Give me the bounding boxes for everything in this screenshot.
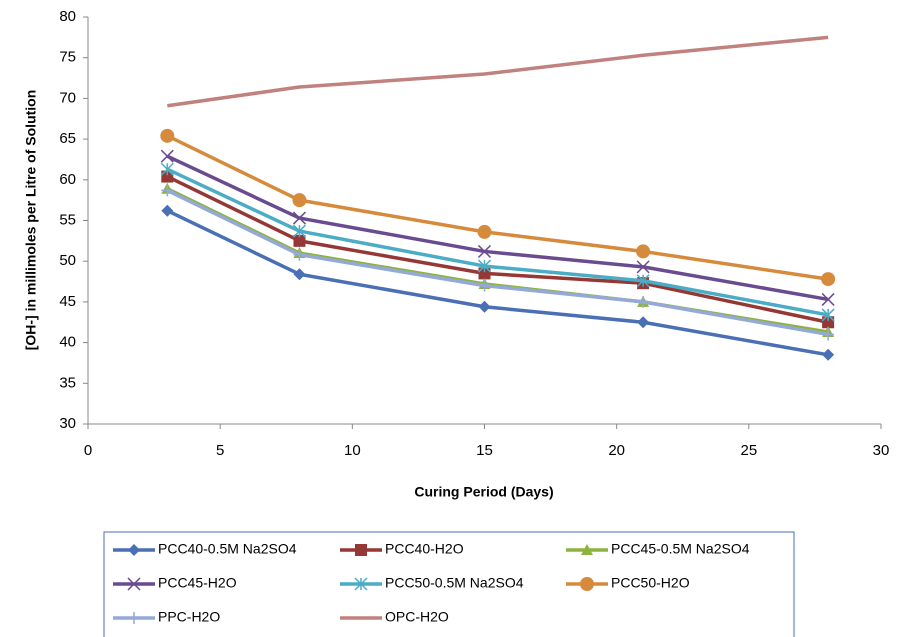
y-tick-label: 70 [59, 89, 76, 106]
series-line [166, 167, 829, 317]
marker [636, 244, 651, 259]
legend-label: PCC40-0.5M Na2SO4 [158, 541, 297, 557]
legend-box [103, 531, 795, 637]
y-axis-title: [OH-] in millimoles per Litre of Solutio… [23, 90, 39, 351]
legend-marker [580, 577, 594, 591]
marker [293, 248, 306, 261]
x-tick-label: 25 [740, 442, 757, 459]
series-line [166, 187, 829, 334]
legend-label: PCC45-0.5M Na2SO4 [611, 541, 750, 557]
marker [478, 267, 491, 280]
y-tick-label: 60 [59, 171, 76, 188]
marker [636, 260, 650, 274]
marker [161, 204, 174, 217]
legend-label: OPC-H2O [385, 609, 449, 625]
x-tick-label: 30 [873, 442, 890, 459]
x-tick-label: 10 [344, 442, 361, 459]
marker [160, 162, 174, 176]
series-line [166, 188, 829, 337]
marker [161, 170, 174, 183]
y-tick-label: 45 [59, 293, 76, 310]
marker [292, 224, 306, 238]
x-tick-label: 15 [476, 442, 493, 459]
marker [637, 316, 650, 329]
series-line [166, 154, 829, 302]
marker [636, 274, 650, 288]
legend-marker [354, 577, 368, 591]
legend-label: PCC50-0.5M Na2SO4 [385, 575, 524, 591]
y-tick-label: 50 [59, 252, 76, 269]
x-tick-label: 20 [608, 442, 625, 459]
y-tick-label: 75 [59, 49, 76, 66]
series-line [167, 35, 829, 108]
marker [477, 224, 492, 239]
y-tick-label: 55 [59, 211, 76, 228]
y-tick-label: 35 [59, 374, 76, 391]
y-tick-label: 40 [59, 334, 76, 351]
marker [822, 348, 835, 361]
marker [637, 295, 650, 308]
marker [822, 316, 835, 329]
marker [160, 149, 174, 163]
legend-marker [128, 612, 140, 624]
legend-label: PCC50-H2O [611, 575, 690, 591]
marker [478, 279, 491, 292]
legend-label: PPC-H2O [158, 609, 220, 625]
x-tick-label: 5 [216, 442, 224, 459]
marker [161, 184, 174, 197]
marker [160, 128, 175, 143]
marker [477, 244, 492, 258]
marker [822, 328, 835, 341]
legend-marker [128, 544, 140, 556]
marker [821, 308, 835, 322]
legend-label: PCC45-H2O [158, 575, 237, 591]
marker [821, 292, 835, 306]
marker [821, 272, 836, 287]
marker [292, 211, 306, 225]
legend-label: PCC40-H2O [385, 541, 464, 557]
x-tick-label: 0 [84, 442, 92, 459]
legend-marker [127, 577, 141, 591]
legend-marker [355, 544, 367, 556]
series-line [166, 174, 829, 324]
y-tick-label: 80 [59, 8, 76, 25]
marker [478, 300, 491, 313]
marker [293, 268, 306, 281]
marker [477, 259, 492, 273]
marker [293, 234, 306, 247]
marker [292, 193, 307, 208]
y-tick-label: 65 [59, 130, 76, 147]
x-axis-title: Curing Period (Days) [414, 484, 553, 500]
y-tick-label: 30 [59, 415, 76, 432]
legend-marker [581, 544, 593, 555]
